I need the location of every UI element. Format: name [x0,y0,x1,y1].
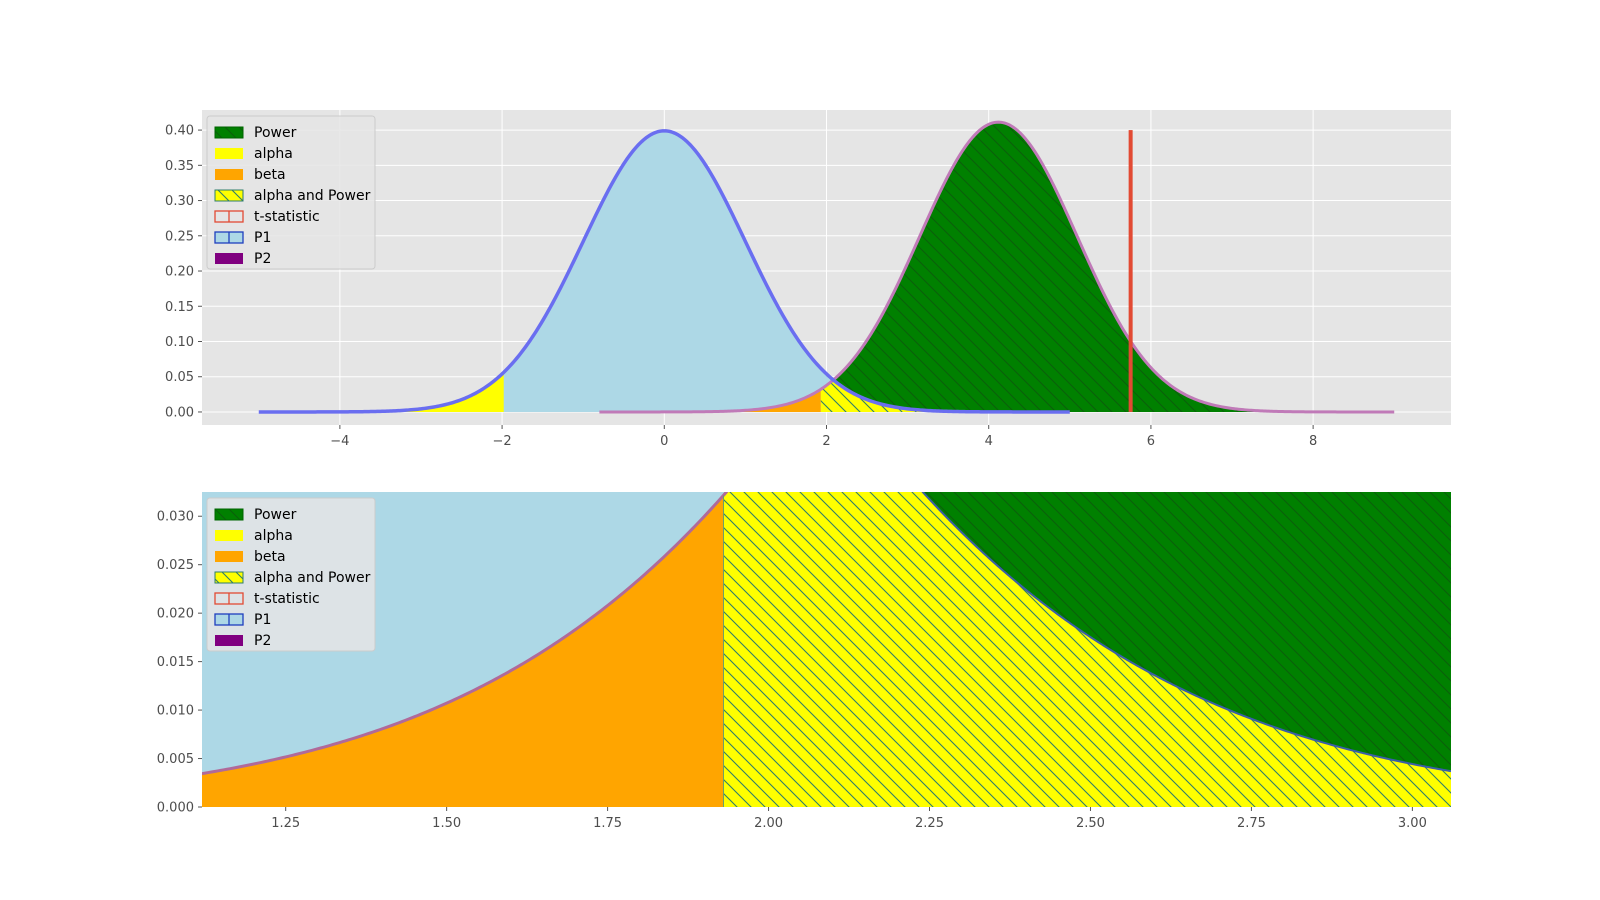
axis-ticks: −4 −2 0 2 4 6 8 0.00 0.05 0.10 0.15 0.20 0.25 0.30 0.3… [165,124,1317,449]
x-tick-label: 1.25 [271,816,300,831]
x-tick-label: 3.00 [1398,816,1427,831]
y-tick-label: 0.35 [165,159,194,174]
x-tick-label: −4 [330,434,349,449]
y-tick-label: 0.000 [157,801,194,816]
x-tick-label: 6 [1147,434,1155,449]
y-tick-label: 0.20 [165,265,194,280]
y-tick-label: 0.025 [157,558,194,573]
legend-label: P2 [254,633,271,649]
axis-ticks: 1.25 1.50 1.75 2.00 2.25 2.50 2.75 3.00 0.000 0.0… [157,510,1427,831]
legend-label: alpha and Power [254,188,371,204]
legend-label: Power [254,507,297,523]
y-tick-label: 0.015 [157,655,194,670]
alpha-left-tail [258,372,504,412]
y-tick-label: 0.030 [157,510,194,525]
t-statistic-bar [1128,130,1133,412]
legend-label: beta [254,549,286,565]
x-tick-label: 2.75 [1237,816,1266,831]
legend-label: alpha [254,146,293,162]
x-tick-label: 2.50 [1076,816,1105,831]
beta-swatch [215,169,243,180]
legend: Power alpha beta alpha and Power t-statistic… [206,497,376,652]
x-tick-label: 2.25 [915,816,944,831]
p1-area [258,130,1070,412]
legend-label: P1 [254,230,271,246]
alpha-and-power-area [723,492,1451,807]
alpha-and-power-area [820,380,1395,412]
y-tick-label: 0.05 [165,370,194,385]
legend-label: alpha and Power [254,570,371,586]
p1-curve [258,129,1070,414]
p2-curve [202,492,729,776]
legend: Power alpha beta alpha and Power t-statistic… [206,115,376,270]
y-tick-label: 0.020 [157,607,194,622]
legend-label: beta [254,167,286,183]
y-tick-label: 0.010 [157,704,194,719]
power-swatch [214,126,244,139]
x-tick-label: 8 [1309,434,1317,449]
legend-frame [206,115,376,270]
p2-swatch [215,635,243,646]
legend-label: P1 [254,612,271,628]
y-tick-label: 0.005 [157,752,194,767]
x-tick-label: −2 [492,434,511,449]
x-tick-label: 0 [660,434,668,449]
x-tick-label: 1.50 [432,816,461,831]
plot-area [258,120,1395,414]
alpha-power-swatch [214,571,244,584]
beta-area [202,495,724,807]
y-tick-label: 0.00 [165,405,194,420]
alpha-swatch [215,530,243,541]
y-tick-label: 0.25 [165,229,194,244]
zoomed-overlap-panel: 1.25 1.50 1.75 2.00 2.25 2.50 2.75 3.00 0.000 0.0… [157,492,1451,831]
legend-label: alpha [254,528,293,544]
legend-label: t-statistic [254,591,320,607]
y-tick-label: 0.40 [165,124,194,139]
p2-curve [599,120,1395,414]
alpha-power-swatch [214,189,244,202]
y-tick-label: 0.30 [165,194,194,209]
alpha-swatch [215,148,243,159]
beta-swatch [215,551,243,562]
legend-label: t-statistic [254,209,320,225]
legend-frame [206,497,376,652]
p2-swatch [215,253,243,264]
x-tick-label: 2 [822,434,830,449]
beta-area [599,389,821,412]
power-area [820,122,1395,412]
plot-area [202,492,1451,807]
legend-label: Power [254,125,297,141]
full-distribution-panel: −4 −2 0 2 4 6 8 0.00 0.05 0.10 0.15 0.20 0.25 0.30 0.3… [165,110,1451,449]
x-tick-label: 4 [985,434,993,449]
power-area [723,492,1451,772]
power-swatch [214,508,244,521]
y-tick-label: 0.10 [165,335,194,350]
p1-curve [921,492,1451,773]
x-tick-label: 1.75 [593,816,622,831]
x-tick-label: 2.00 [754,816,783,831]
legend-label: P2 [254,251,271,267]
y-tick-label: 0.15 [165,300,194,315]
